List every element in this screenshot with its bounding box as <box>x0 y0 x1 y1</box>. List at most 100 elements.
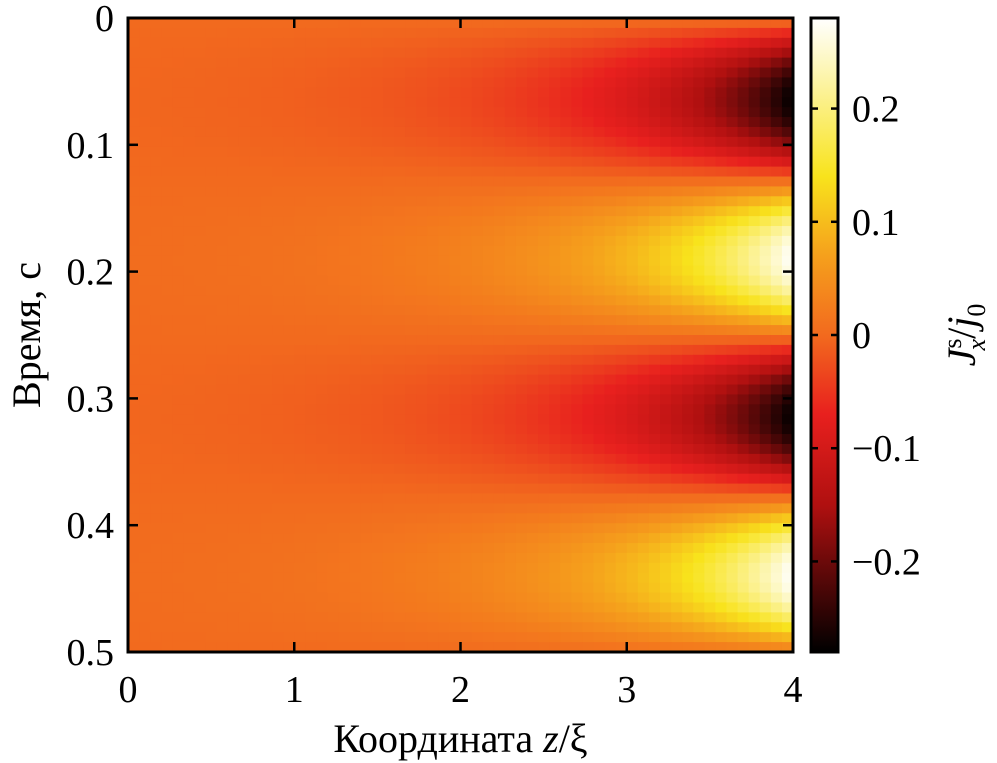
heatmap-cell <box>261 87 273 98</box>
heatmap-cell <box>305 364 318 376</box>
heatmap-cell <box>704 453 717 465</box>
heatmap-cell <box>549 513 561 524</box>
heatmap-cell <box>183 592 196 604</box>
heatmap-cell <box>460 344 473 356</box>
heatmap-cell <box>249 136 262 148</box>
heatmap-cell <box>593 77 606 88</box>
heatmap-cell <box>682 146 694 158</box>
heatmap-cell <box>249 533 262 544</box>
heatmap-cell <box>493 107 506 118</box>
heatmap-cell <box>560 206 572 217</box>
heatmap-cell <box>504 67 517 79</box>
heatmap-cell <box>238 414 251 425</box>
heatmap-cell <box>405 344 417 356</box>
heatmap-cell <box>770 374 783 386</box>
heatmap-cell <box>272 126 284 138</box>
heatmap-cell <box>294 107 306 118</box>
heatmap-cell <box>360 374 373 386</box>
heatmap-cell <box>338 305 351 316</box>
heatmap-cell <box>327 443 340 455</box>
heatmap-cell <box>205 562 218 574</box>
heatmap-cell <box>504 18 517 29</box>
heatmap-cell <box>527 483 539 495</box>
heatmap-cell <box>283 107 295 118</box>
heatmap-cell <box>416 235 428 247</box>
heatmap-cell <box>139 562 151 574</box>
heatmap-cell <box>482 592 495 604</box>
heatmap-cell <box>737 87 750 98</box>
heatmap-cell <box>360 394 373 405</box>
heatmap-cell <box>549 483 561 495</box>
heatmap-cell <box>449 265 462 277</box>
heatmap-cell <box>726 146 739 158</box>
heatmap-cell <box>527 473 539 485</box>
heatmap-cell <box>316 285 329 296</box>
heatmap-cell <box>338 473 351 485</box>
heatmap-cell <box>460 37 473 49</box>
heatmap-cell <box>438 384 451 396</box>
heatmap-cell <box>128 443 140 455</box>
heatmap-cell <box>571 275 584 287</box>
heatmap-cell <box>460 166 473 178</box>
heatmap-cell <box>327 136 340 148</box>
heatmap-cell <box>560 126 572 138</box>
heatmap-cell <box>604 562 617 574</box>
heatmap-cell <box>150 235 162 247</box>
heatmap-cell <box>704 97 717 108</box>
heatmap-cell <box>371 335 384 346</box>
heatmap-cell <box>449 126 462 138</box>
heatmap-cell <box>637 374 650 386</box>
heatmap-cell <box>316 543 329 554</box>
heatmap-cell <box>560 374 572 386</box>
heatmap-cell <box>227 384 240 396</box>
heatmap-cell <box>715 443 728 455</box>
heatmap-cell <box>493 305 506 316</box>
heatmap-cell <box>338 166 351 178</box>
heatmap-cell <box>549 354 561 366</box>
heatmap-cell <box>504 523 517 534</box>
heatmap-cell <box>682 315 694 326</box>
heatmap-cell <box>360 97 373 108</box>
heatmap-cell <box>626 473 639 485</box>
heatmap-cell <box>737 285 750 296</box>
heatmap-cell <box>493 285 506 296</box>
heatmap-cell <box>139 315 151 326</box>
heatmap-cell <box>238 463 251 475</box>
heatmap-cell <box>416 47 428 59</box>
heatmap-cell <box>504 374 517 386</box>
heatmap-cell <box>128 166 140 178</box>
heatmap-cell <box>538 275 550 287</box>
heatmap-cell <box>737 166 750 178</box>
heatmap-cell <box>249 196 262 207</box>
heatmap-cell <box>161 37 173 49</box>
heatmap-cell <box>305 384 318 396</box>
heatmap-cell <box>648 166 661 178</box>
heatmap-cell <box>338 572 351 584</box>
heatmap-cell <box>272 434 284 445</box>
heatmap-cell <box>770 523 783 534</box>
heatmap-cell <box>660 503 672 514</box>
heatmap-cell <box>737 117 750 128</box>
heatmap-cell <box>382 335 395 346</box>
heatmap-cell <box>394 57 406 69</box>
heatmap-cell <box>305 156 318 168</box>
heatmap-cell <box>604 572 617 584</box>
heatmap-cell <box>770 18 783 29</box>
heatmap-cell <box>449 642 462 653</box>
heatmap-cell <box>737 632 750 643</box>
heatmap-cell <box>660 335 672 346</box>
heatmap-cell <box>726 67 739 79</box>
heatmap-cell <box>482 245 495 257</box>
heatmap-cell <box>637 186 650 197</box>
heatmap-cell <box>471 335 484 346</box>
heatmap-cell <box>571 57 584 69</box>
heatmap-cell <box>261 136 273 148</box>
heatmap-cell <box>737 107 750 118</box>
heatmap-cell <box>748 275 761 287</box>
heatmap-cell <box>227 434 240 445</box>
heatmap-cell <box>560 235 572 247</box>
heatmap-cell <box>715 414 728 425</box>
heatmap-cell <box>726 632 739 643</box>
heatmap-cell <box>327 414 340 425</box>
heatmap-cell <box>604 77 617 88</box>
